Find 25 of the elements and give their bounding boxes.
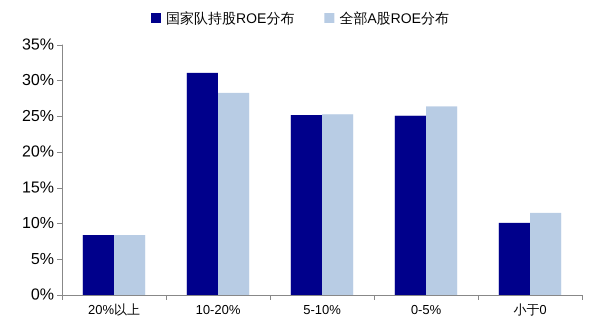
- bar: [114, 235, 146, 295]
- legend-label: 全部A股ROE分布: [339, 10, 450, 26]
- y-tick-label: 5%: [30, 250, 54, 268]
- bar: [290, 115, 322, 295]
- legend-label: 国家队持股ROE分布: [166, 10, 294, 26]
- y-tick-label: 35%: [22, 36, 54, 54]
- bar: [186, 72, 218, 295]
- x-tick-label: 10-20%: [196, 302, 241, 317]
- y-tick-label: 30%: [22, 72, 54, 90]
- y-tick-label: 15%: [22, 179, 54, 196]
- bar: [394, 116, 426, 295]
- bar: [530, 212, 562, 295]
- x-tick-label: 5-10%: [303, 302, 342, 317]
- y-tick-label: 0%: [30, 286, 54, 304]
- x-tick-label: 0-5%: [410, 302, 442, 317]
- bar: [218, 92, 250, 295]
- bar: [322, 114, 354, 295]
- x-tick-label: 小于0: [513, 302, 547, 317]
- bar: [498, 222, 530, 295]
- y-tick-label: 10%: [22, 215, 54, 232]
- bar: [426, 106, 458, 295]
- y-tick-label: 25%: [22, 108, 54, 125]
- bar: [82, 235, 114, 295]
- x-tick-label: 20%以上: [88, 302, 140, 317]
- y-tick-label: 20%: [22, 144, 54, 161]
